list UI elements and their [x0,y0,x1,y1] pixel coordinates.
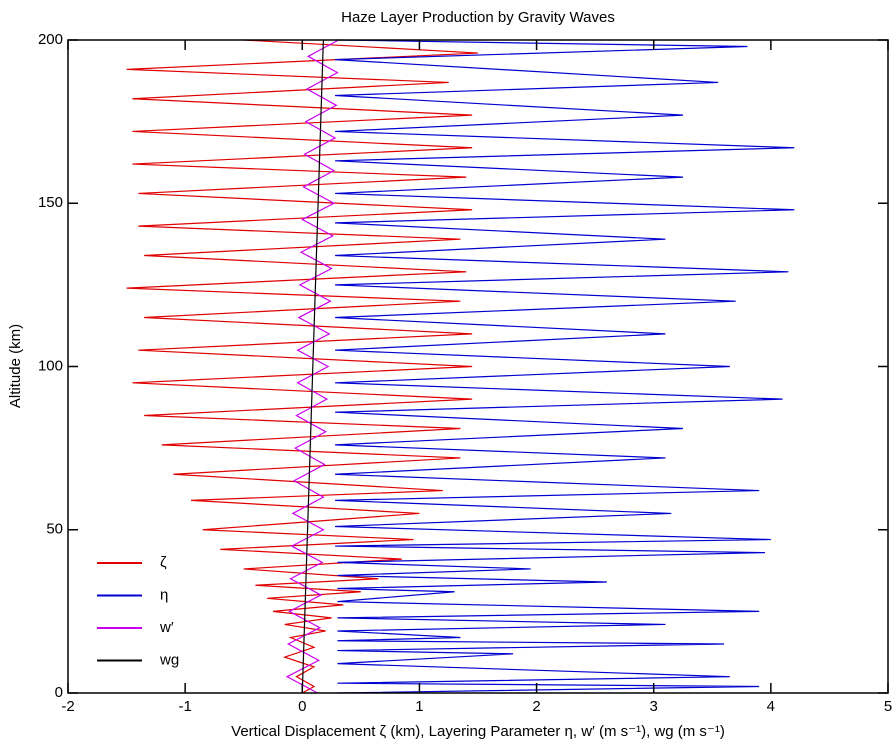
legend-label: wg [159,651,179,668]
x-tick-label: -2 [61,698,74,715]
y-tick-label: 0 [55,684,63,701]
x-tick-label: 2 [532,698,540,715]
x-tick-label: 3 [650,698,658,715]
chart-title: Haze Layer Production by Gravity Waves [341,9,615,26]
legend-label: w′ [159,619,174,636]
x-tick-label: 5 [884,698,892,715]
x-tick-label: 0 [298,698,306,715]
x-tick-label: 1 [415,698,423,715]
y-tick-label: 150 [38,194,63,211]
y-tick-label: 200 [38,31,63,48]
data-line [335,39,795,694]
plot-frame [67,39,889,694]
legend-label: ζ [160,554,167,571]
x-tick-label: 4 [767,698,775,715]
y-tick-label: 50 [46,521,63,538]
data-line [126,39,479,694]
x-tick-label: -1 [178,698,191,715]
data-line [301,39,324,694]
legend-label: η [160,586,168,603]
y-axis-label: Altitude (km) [7,324,24,408]
data-line [285,39,339,694]
x-axis-label: Vertical Displacement ζ (km), Layering P… [231,723,725,740]
y-tick-label: 100 [38,357,63,374]
